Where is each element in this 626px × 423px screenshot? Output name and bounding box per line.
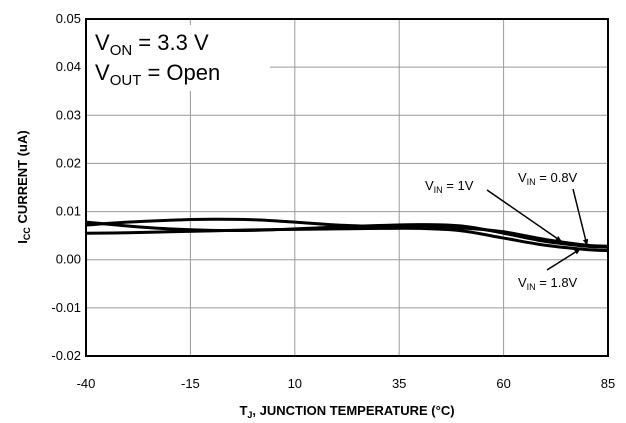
y-tick-label: -0.01	[51, 300, 81, 315]
y-tick-label: 0.04	[56, 59, 81, 74]
annotation-bg-0-8v	[514, 166, 598, 188]
y-tick-label: 0.00	[56, 252, 81, 267]
x-tick-label: -15	[181, 376, 200, 391]
arrow-vin-1v-head	[555, 235, 563, 242]
condition-vout: VOUT = Open	[95, 60, 220, 89]
arrow-vin-1v	[486, 189, 563, 243]
annotation-vin-1v: VIN = 1V	[425, 178, 474, 195]
y-tick-label: 0.02	[56, 155, 81, 170]
y-tick-label: 0.03	[56, 107, 81, 122]
x-axis-ticks: -40 -15 10 35 60 85	[77, 376, 616, 391]
series-lines	[85, 217, 609, 253]
x-axis-title: TJ, JUNCTION TEMPERATURE (°C)	[239, 403, 454, 420]
annotation-arrows	[486, 188, 589, 271]
x-tick-label: 60	[496, 376, 510, 391]
condition-von: VON = 3.3 V	[95, 30, 209, 59]
y-tick-label: 0.01	[56, 204, 81, 219]
annotation-bg-1v	[420, 174, 490, 196]
x-tick-label: 10	[288, 376, 302, 391]
y-axis-title: ICC CURRENT (uA)	[15, 130, 32, 243]
plot-frame	[85, 18, 609, 357]
x-tick-label: 85	[601, 376, 615, 391]
series-line	[85, 220, 609, 249]
y-tick-label: -0.02	[51, 348, 81, 363]
conditions-box-bg	[86, 25, 270, 91]
arrow-vin-1-8v	[546, 248, 582, 271]
annotation-vin-0-8v: VIN = 0.8V	[518, 170, 578, 187]
arrow-vin-0-8v-head	[582, 238, 589, 246]
y-axis-ticks: 0.05 0.04 0.03 0.02 0.01 0.00 -0.01 -0.02	[51, 11, 81, 363]
arrow-vin-0-8v	[572, 188, 588, 246]
y-tick-label: 0.05	[56, 11, 81, 26]
series-line	[85, 226, 609, 253]
x-tick-label: 35	[392, 376, 406, 391]
arrow-vin-1-8v-head	[573, 248, 581, 255]
annotation-vin-1-8v: VIN = 1.8V	[518, 275, 578, 292]
x-tick-label: -40	[77, 376, 96, 391]
